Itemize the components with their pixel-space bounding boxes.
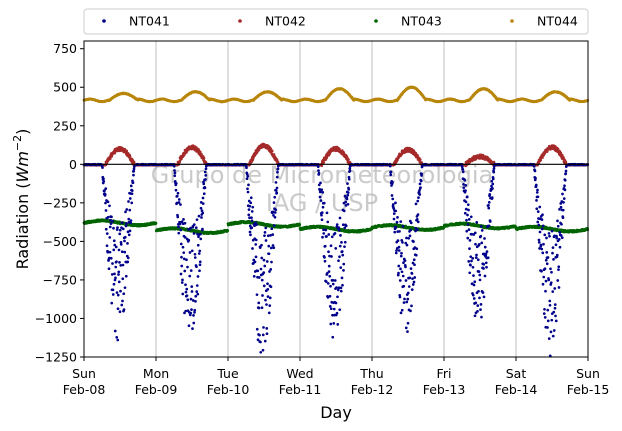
nt042-point [202, 156, 206, 160]
nt043-point [226, 229, 230, 233]
nt043-point [298, 223, 302, 227]
nt042-point [270, 149, 274, 153]
nt042-point [125, 149, 129, 153]
nt042-point [128, 154, 132, 158]
grid-lines [155, 41, 517, 357]
data-points [82, 85, 590, 358]
nt043-point [154, 221, 158, 225]
